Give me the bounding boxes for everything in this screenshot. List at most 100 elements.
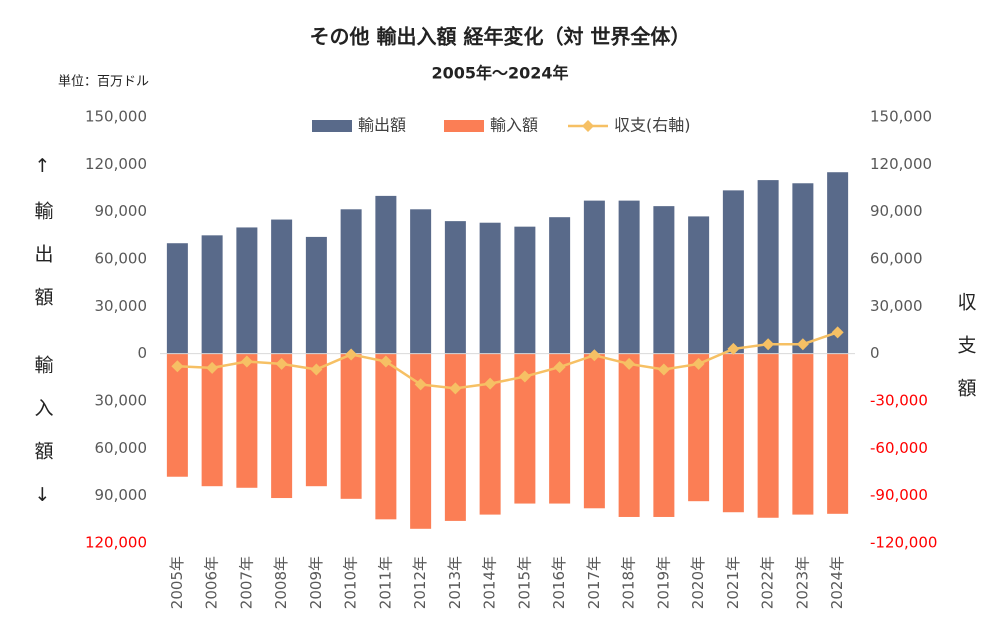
bar — [653, 353, 675, 517]
y2-tick-label: 120,000 — [870, 155, 932, 173]
bar — [166, 243, 188, 354]
balance-marker — [588, 349, 601, 362]
balance-marker — [553, 361, 566, 374]
y-tick-label: 90,000 — [95, 486, 148, 504]
bar — [271, 353, 293, 499]
balance-marker — [484, 377, 497, 390]
y-tick-label: 60,000 — [95, 250, 148, 268]
x-tick-label: 2012年 — [411, 556, 429, 609]
bar — [410, 209, 432, 354]
bar — [305, 353, 327, 487]
bar — [618, 200, 640, 354]
y2-tick-label: -30,000 — [870, 392, 928, 410]
bar — [479, 353, 501, 515]
y-axis-label: 輸入額↓ — [32, 355, 54, 530]
bar — [166, 353, 188, 477]
y2-tick-label: 60,000 — [870, 250, 923, 268]
x-tick-label: 2022年 — [759, 556, 777, 609]
legend-label: 輸入額 — [490, 116, 538, 135]
bar — [688, 353, 710, 502]
balance-marker — [727, 342, 740, 355]
y2-tick-label: -120,000 — [870, 534, 937, 552]
unit-label: 単位：百万ドル — [58, 74, 149, 90]
x-tick-label: 2014年 — [481, 556, 499, 609]
bar — [479, 222, 501, 354]
chart-title: その他 輸出入額 経年変化（対 世界全体） — [310, 25, 691, 49]
balance-marker — [206, 361, 219, 374]
bar — [514, 353, 536, 504]
bar — [410, 353, 432, 529]
legend-label: 輸出額 — [358, 116, 406, 135]
x-tick-label: 2007年 — [237, 556, 255, 609]
balance-marker — [796, 338, 809, 351]
bar — [757, 353, 779, 518]
y-axis-label: ↑輸出額 — [32, 155, 54, 330]
x-tick-label: 2005年 — [168, 556, 186, 609]
y2-tick-label: 0 — [870, 344, 880, 362]
bar — [792, 183, 814, 354]
x-tick-label: 2019年 — [654, 556, 672, 609]
bar — [444, 353, 466, 521]
bar — [375, 195, 397, 354]
y-tick-label: 60,000 — [95, 439, 148, 457]
x-tick-label: 2013年 — [446, 556, 464, 609]
bar — [827, 353, 849, 514]
x-tick-label: 2008年 — [272, 556, 290, 609]
chart-subtitle: 2005年～2024年 — [431, 64, 568, 83]
legend-swatch — [582, 120, 594, 132]
bar — [340, 209, 362, 354]
x-tick-label: 2006年 — [203, 556, 221, 609]
y2-axis-label: 収支額 — [955, 292, 977, 421]
balance-marker — [762, 338, 775, 351]
x-tick-label: 2021年 — [724, 556, 742, 609]
balance-marker — [449, 382, 462, 395]
y-tick-label: 30,000 — [95, 297, 148, 315]
bar — [688, 216, 710, 354]
bar — [340, 353, 362, 499]
y-tick-label: 90,000 — [95, 202, 148, 220]
bar — [757, 180, 779, 354]
y2-tick-label: 150,000 — [870, 108, 932, 126]
balance-marker — [310, 363, 323, 376]
x-tick-label: 2011年 — [376, 556, 394, 609]
x-tick-label: 2015年 — [515, 556, 533, 609]
legend-label: 収支(右軸) — [614, 116, 691, 135]
x-tick-label: 2020年 — [689, 556, 707, 609]
bar — [827, 172, 849, 354]
balance-marker — [345, 348, 358, 361]
y2-tick-label: -90,000 — [870, 486, 928, 504]
bar — [201, 235, 223, 354]
bar — [236, 227, 258, 354]
bar — [549, 217, 571, 354]
balance-marker — [657, 363, 670, 376]
y2-tick-label: 30,000 — [870, 297, 923, 315]
balance-marker — [275, 357, 288, 370]
bar — [583, 200, 605, 354]
bar — [271, 219, 293, 354]
x-tick-label: 2018年 — [620, 556, 638, 609]
bar — [236, 353, 258, 488]
y-tick-label: 150,000 — [85, 108, 147, 126]
balance-marker — [171, 360, 184, 373]
bar — [722, 190, 744, 354]
x-tick-label: 2023年 — [793, 556, 811, 609]
y-tick-label: 30,000 — [95, 392, 148, 410]
legend-swatch — [312, 120, 352, 132]
balance-marker — [623, 357, 636, 370]
x-tick-label: 2009年 — [307, 556, 325, 609]
y-tick-label: 120,000 — [85, 155, 147, 173]
bar — [653, 206, 675, 354]
balance-marker — [692, 357, 705, 370]
balance-line — [177, 331, 839, 390]
balance-marker — [240, 355, 253, 368]
bar — [305, 236, 327, 354]
bar — [514, 226, 536, 354]
x-tick-label: 2010年 — [342, 556, 360, 609]
x-tick-label: 2024年 — [828, 556, 846, 609]
y2-tick-label: -60,000 — [870, 439, 928, 457]
balance-marker — [379, 355, 392, 368]
bar — [583, 353, 605, 509]
bar — [549, 353, 571, 504]
bar — [201, 353, 223, 487]
